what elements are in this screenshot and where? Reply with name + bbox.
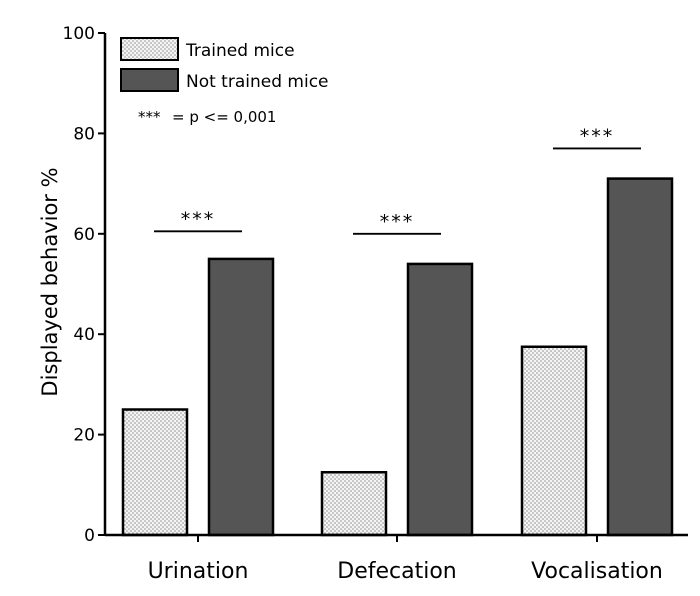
significance-note-text: = p <= 0,001 <box>172 108 276 126</box>
x-tick-label-urination: Urination <box>148 559 249 584</box>
significance-label-vocalisation: *** <box>580 125 615 147</box>
bars-layer <box>121 177 674 537</box>
significance-note-stars: *** <box>138 108 161 126</box>
legend-label-trained-mice: Trained mice <box>185 41 295 61</box>
x-tick-label-vocalisation: Vocalisation <box>531 559 663 584</box>
axes-layer: Urination Defecation Vocalisation 0 20 40 60 80… <box>63 24 688 584</box>
bar-not-trained-mice-vocalisation <box>606 177 674 537</box>
bar-trained-mice-urination <box>121 408 189 537</box>
significance-layer: *** *** *** <box>154 125 641 235</box>
y-tick-label-0: 0 <box>84 526 95 546</box>
bar-not-trained-mice-urination <box>207 257 275 537</box>
x-tick-label-defecation: Defecation <box>337 559 456 584</box>
y-tick-label-20: 20 <box>73 426 95 446</box>
y-axis-title: Displayed behavior % <box>38 167 62 396</box>
significance-label-defecation: *** <box>380 211 415 233</box>
legend-swatch-not-trained-mice <box>120 68 179 92</box>
significance-label-urination: *** <box>181 208 216 230</box>
y-tick-label-40: 40 <box>73 325 95 345</box>
legend: Trained mice Not trained mice *** = p <=… <box>120 37 329 126</box>
legend-label-not-trained-mice: Not trained mice <box>186 72 329 92</box>
bar-trained-mice-defecation <box>320 471 388 537</box>
bar-not-trained-mice-defecation <box>406 262 474 537</box>
y-tick-label-80: 80 <box>73 124 95 144</box>
y-tick-label-100: 100 <box>63 24 95 44</box>
bar-trained-mice-vocalisation <box>520 345 588 537</box>
y-tick-label-60: 60 <box>73 225 95 245</box>
legend-swatch-trained-mice <box>120 37 179 61</box>
